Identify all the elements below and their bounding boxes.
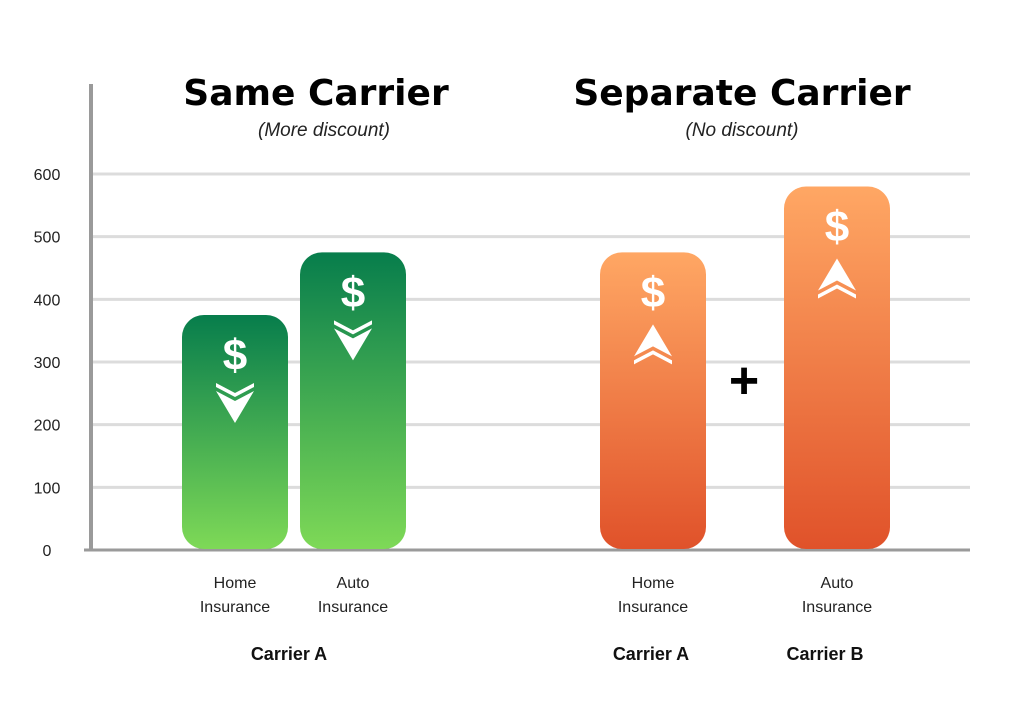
bar-group: $ Home Insurance: [182, 315, 288, 616]
dollar-icon: $: [641, 268, 665, 317]
y-tick-label: 300: [34, 355, 61, 372]
x-category-label: Insurance: [802, 599, 872, 616]
bar-group: $ Auto Insurance: [300, 252, 406, 616]
panel-subtitle-same: (More discount): [258, 120, 390, 141]
y-tick-label: 400: [34, 292, 61, 309]
bar-group: $ Auto Insurance: [784, 186, 890, 616]
y-tick-label: 100: [34, 480, 61, 497]
x-category-label: Insurance: [200, 599, 270, 616]
bar: [600, 252, 706, 550]
dollar-icon: $: [825, 203, 849, 252]
arrow-down-icon: [334, 320, 372, 361]
group-label-separate-carrier-a: Carrier A: [613, 644, 689, 664]
panel-title-same: Same Carrier: [183, 73, 449, 114]
x-category-label: Auto: [821, 575, 854, 592]
bars: $ Home Insurance $ Auto Insurance $ Home Insuran…: [182, 186, 890, 616]
bar: [182, 315, 288, 549]
bar-group: $ Home Insurance: [600, 252, 706, 616]
bar: [784, 186, 890, 550]
dollar-icon: $: [223, 331, 247, 380]
panel-title-separate: Separate Carrier: [573, 73, 911, 114]
panel-subtitle-separate: (No discount): [686, 120, 799, 141]
x-category-label: Home: [632, 575, 675, 592]
plus-sign: +: [729, 352, 759, 410]
bar: [300, 252, 406, 550]
x-category-label: Insurance: [618, 599, 688, 616]
group-label-separate-carrier-b: Carrier B: [786, 644, 863, 664]
arrow-down-icon: [216, 383, 254, 423]
x-category-label: Auto: [337, 575, 370, 592]
y-tick-label: 200: [34, 418, 61, 435]
y-tick-label: 500: [34, 230, 61, 247]
y-tick-label: 0: [43, 543, 52, 560]
arrow-up-icon: [818, 258, 856, 299]
y-tick-labels: 0 100 200 300 400 500 600: [34, 167, 61, 560]
x-category-label: Insurance: [318, 599, 388, 616]
arrow-up-icon: [634, 324, 672, 365]
dollar-icon: $: [341, 268, 365, 317]
x-category-label: Home: [214, 575, 257, 592]
group-label-same-carrier-a: Carrier A: [251, 644, 327, 664]
y-tick-label: 600: [34, 167, 61, 184]
